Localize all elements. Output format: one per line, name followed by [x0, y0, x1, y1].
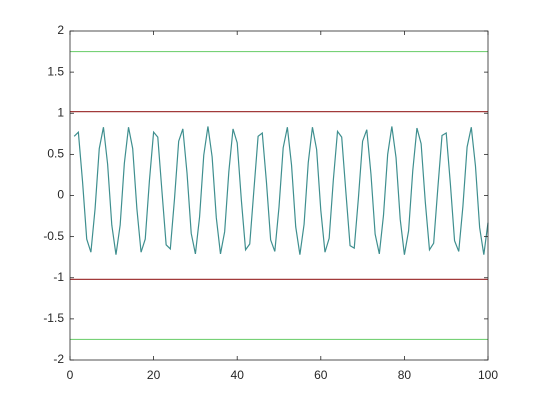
y-tick-label: -2 [53, 352, 64, 366]
x-tick-label: 0 [67, 368, 74, 382]
y-tick-label: 0 [57, 188, 64, 202]
y-tick-label: -1.5 [43, 311, 64, 325]
y-tick-label: -0.5 [43, 229, 64, 243]
x-tick-label: 80 [398, 368, 412, 382]
x-tick-label: 40 [231, 368, 245, 382]
y-tick-label: 0.5 [47, 147, 64, 161]
plot-area [70, 31, 488, 360]
y-tick-label: 2 [57, 23, 64, 37]
line [73, 126, 489, 255]
x-tick-label: 20 [147, 368, 161, 382]
y-tick-label: -1 [53, 270, 64, 284]
y-tick-label: 1 [57, 105, 64, 119]
x-tick-label: 100 [478, 368, 498, 382]
y-tick-label: 1.5 [47, 64, 64, 78]
x-tick-label: 60 [314, 368, 328, 382]
